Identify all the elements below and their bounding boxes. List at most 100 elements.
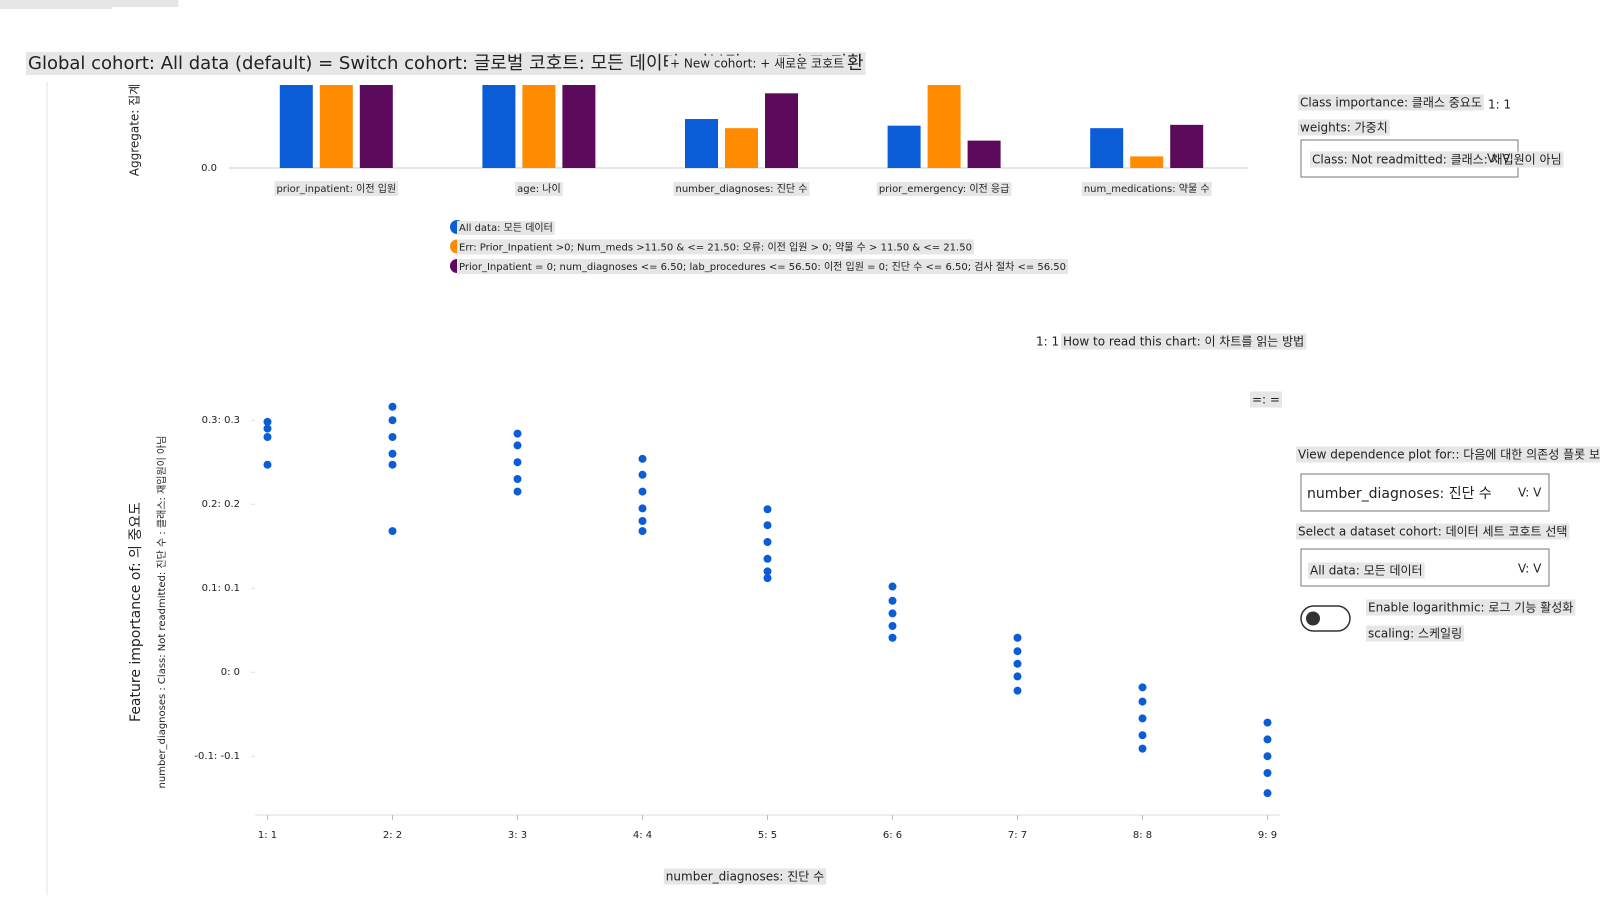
point — [763, 505, 772, 514]
x-tick-label: num_medications: 약물 수 — [1084, 183, 1210, 195]
point — [388, 460, 397, 469]
y-tick-label: 0.0 — [201, 163, 217, 174]
bar — [887, 125, 921, 168]
point — [263, 424, 272, 433]
bar — [927, 85, 961, 168]
toggle-label: scaling: 스케일링 — [1368, 627, 1462, 641]
point — [763, 521, 772, 530]
bar — [967, 140, 1001, 168]
point — [1138, 683, 1147, 692]
text-highlight — [1296, 446, 1600, 463]
chevron: V: V — [1487, 152, 1511, 166]
legend-label: All data: 모든 데이터 — [459, 222, 553, 234]
bar — [279, 85, 313, 168]
text-highlight — [876, 182, 1012, 196]
point — [638, 517, 647, 525]
point — [763, 554, 772, 563]
x-tick-label: prior_emergency: 이전 응급 — [879, 183, 1010, 195]
help-link[interactable]: How to read this chart: 이 차트를 읽는 방법 — [1063, 335, 1304, 349]
x-tick-label: 4: 4 — [633, 830, 652, 841]
x-tick-label: 8: 8 — [1133, 830, 1152, 841]
point — [388, 433, 397, 441]
chevron: V: V — [1518, 486, 1542, 500]
point — [388, 527, 397, 536]
text-highlight — [1061, 333, 1307, 350]
toggle-label: Enable logarithmic: 로그 기능 활성화 — [1368, 601, 1573, 615]
dropdown-value: All data: 모든 데이터 — [1310, 564, 1423, 578]
bar — [562, 85, 596, 168]
text-highlight — [1310, 151, 1564, 168]
point — [513, 475, 522, 483]
panel-label: Select a dataset cohort: 데이터 세트 코호트 선택 — [1298, 525, 1567, 539]
point — [263, 417, 272, 426]
point — [513, 429, 522, 438]
text-highlight — [457, 239, 974, 255]
point — [1013, 659, 1022, 668]
x-tick-label: prior_inpatient: 이전 입원 — [276, 182, 396, 195]
dropdown[interactable] — [1300, 473, 1550, 512]
text-highlight — [668, 55, 847, 72]
bar — [319, 85, 353, 168]
point — [1013, 686, 1022, 695]
point — [638, 470, 647, 479]
panel-label: weights: 가중치 — [1300, 121, 1388, 135]
bar — [765, 93, 798, 168]
text-highlight — [457, 221, 555, 235]
toggle-knob — [1306, 611, 1320, 626]
x-tick-label: 3: 3 — [508, 830, 527, 841]
text-highlight — [0, 0, 179, 7]
y-tick-label: -0.1: -0.1 — [194, 751, 240, 762]
bar — [1130, 156, 1164, 168]
bar — [1170, 124, 1204, 168]
dropdown-value: Class: Not readmitted: 클래스: 재입원이 아님 — [1312, 153, 1562, 167]
bar — [522, 85, 556, 168]
text-highlight — [1366, 599, 1576, 616]
point — [888, 582, 897, 591]
y-tick-label: 0.2: 0.2 — [202, 499, 240, 510]
text-highlight — [1298, 94, 1484, 111]
point — [763, 567, 772, 576]
info-icon[interactable]: 1: 1 — [1488, 98, 1511, 112]
point — [513, 458, 522, 467]
legend-label: Prior_Inpatient = 0; num_diagnoses <= 6.… — [459, 260, 1066, 273]
point — [1138, 714, 1147, 723]
point — [1263, 735, 1272, 744]
point — [638, 454, 647, 463]
new-cohort[interactable]: + New cohort: + 새로운 코호트 — [670, 57, 844, 71]
y-axis-label: Feature importance of: 의 중요도 — [128, 502, 144, 722]
bar — [725, 128, 758, 168]
y-tick-label: 0.3: 0.3 — [202, 415, 240, 426]
text-highlight — [1081, 182, 1212, 196]
y-axis-label: number_diagnoses : Class: Not readmitted… — [155, 436, 168, 789]
panel-label: View dependence plot for:: 다음에 대한 의존성 플롯… — [1298, 448, 1600, 462]
point — [1013, 672, 1022, 681]
point — [763, 574, 772, 583]
text-highlight — [1308, 562, 1425, 579]
panel-label: Class importance: 클래스 중요도 — [1300, 96, 1482, 110]
point — [1138, 731, 1147, 740]
point — [1013, 633, 1022, 642]
text-highlight — [1298, 119, 1390, 136]
legend-label: Err: Prior_Inpatient >0; Num_meds >11.50… — [459, 241, 972, 254]
point — [1263, 769, 1272, 777]
point — [1263, 718, 1272, 727]
cohort-switch[interactable]: Global cohort: All data (default) = Swit… — [28, 53, 864, 74]
help-icon[interactable]: 1: 1 — [1036, 335, 1059, 349]
x-tick-label: 6: 6 — [883, 830, 902, 841]
point — [263, 460, 272, 469]
point — [638, 527, 647, 536]
point — [638, 504, 647, 513]
bar — [685, 119, 718, 168]
point — [888, 622, 897, 630]
y-tick-label: 0.1: 0.1 — [202, 583, 240, 594]
text-highlight — [673, 182, 810, 196]
text-highlight — [1250, 391, 1282, 408]
x-tick-label: 1: 1 — [258, 830, 277, 841]
chart-menu[interactable]: =: = — [1252, 393, 1280, 407]
point — [1138, 744, 1147, 753]
point — [888, 633, 897, 642]
point — [888, 596, 897, 605]
x-axis-label: number_diagnoses: 진단 수 — [666, 870, 824, 884]
